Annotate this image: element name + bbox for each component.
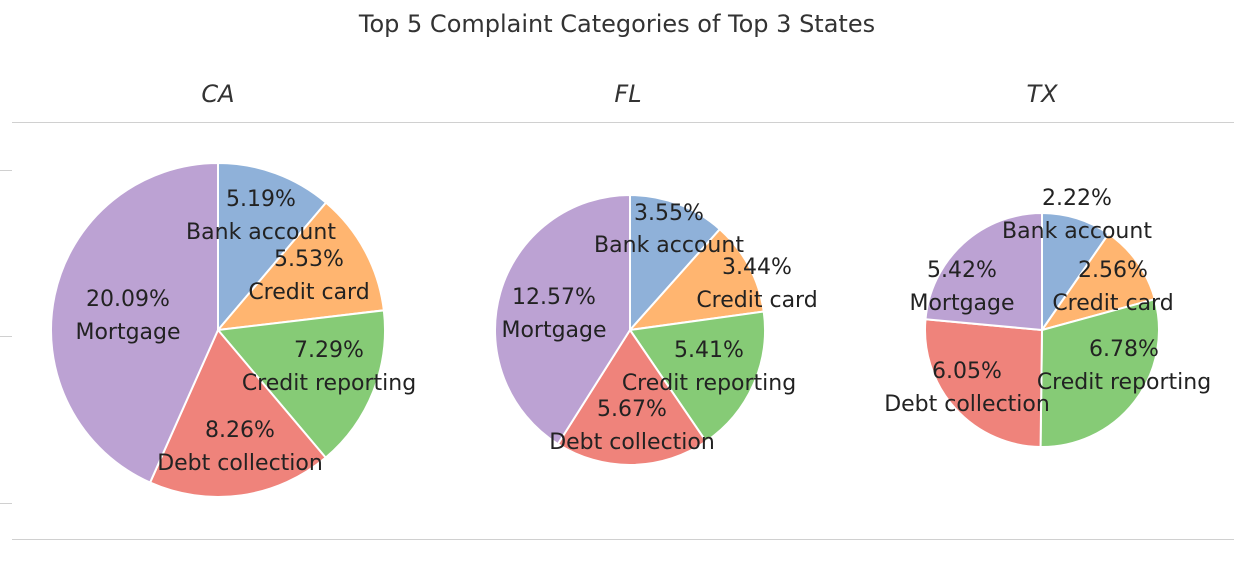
- slice-category-label-tx-debt-collection: Debt collection: [884, 392, 1050, 417]
- slice-value-label-fl-credit-card: 3.44%: [722, 255, 792, 280]
- pie-slice-ca-credit-reporting[interactable]: [216, 309, 386, 460]
- slice-value-label-tx-bank-account: 2.22%: [1042, 186, 1112, 211]
- slice-value-label-ca-mortgage: 20.09%: [86, 287, 170, 312]
- slice-category-label-fl-credit-reporting: Credit reporting: [622, 371, 796, 396]
- panel-header-fl: FL: [614, 80, 642, 108]
- axis-tick: [0, 336, 12, 337]
- slice-category-label-fl-bank-account: Bank account: [594, 233, 744, 258]
- slice-value-label-fl-credit-reporting: 5.41%: [674, 338, 744, 363]
- slice-category-label-fl-mortgage: Mortgage: [501, 318, 606, 343]
- slice-value-label-fl-debt-collection: 5.67%: [597, 397, 667, 422]
- slice-category-label-tx-credit-reporting: Credit reporting: [1037, 370, 1211, 395]
- panel-header-ca: CA: [201, 80, 235, 108]
- pie-slice-tx-mortgage[interactable]: [924, 211, 1043, 332]
- slice-value-label-fl-mortgage: 12.57%: [512, 285, 596, 310]
- pie-slice-ca-debt-collection[interactable]: [148, 328, 328, 498]
- pie-slice-fl-mortgage[interactable]: [493, 193, 631, 446]
- slice-value-label-tx-credit-card: 2.56%: [1078, 258, 1148, 283]
- slice-category-label-ca-credit-reporting: Credit reporting: [242, 371, 416, 396]
- slice-value-label-tx-credit-reporting: 6.78%: [1089, 337, 1159, 362]
- axis-tick: [0, 170, 12, 171]
- pie-slice-ca-bank-account[interactable]: [217, 161, 328, 333]
- slice-value-label-ca-credit-card: 5.53%: [274, 247, 344, 272]
- slice-value-label-tx-debt-collection: 6.05%: [932, 359, 1002, 384]
- slice-value-label-ca-credit-reporting: 7.29%: [294, 338, 364, 363]
- slice-category-label-fl-debt-collection: Debt collection: [549, 430, 715, 455]
- slice-value-label-tx-mortgage: 5.42%: [927, 258, 997, 283]
- pie-slice-fl-debt-collection[interactable]: [556, 328, 708, 466]
- slice-category-label-tx-bank-account: Bank account: [1002, 219, 1152, 244]
- slice-category-label-ca-debt-collection: Debt collection: [157, 451, 323, 476]
- slice-category-label-ca-credit-card: Credit card: [248, 280, 369, 305]
- pie-slice-ca-mortgage[interactable]: [50, 161, 219, 484]
- pie-slice-tx-credit-reporting[interactable]: [1039, 297, 1160, 448]
- bottom-divider: [12, 539, 1234, 540]
- pie-slice-fl-credit-reporting[interactable]: [628, 310, 767, 443]
- slice-value-label-ca-debt-collection: 8.26%: [205, 418, 275, 443]
- slice-category-label-ca-mortgage: Mortgage: [75, 320, 180, 345]
- panel-header-tx: TX: [1026, 80, 1058, 108]
- slice-value-label-ca-bank-account: 5.19%: [226, 187, 296, 212]
- header-divider: [12, 122, 1234, 123]
- pie-tx: 2.22% Bank account 2.56% Credit card 6.78% Cr…: [884, 186, 1211, 449]
- chart-title: Top 5 Complaint Categories of Top 3 Stat…: [358, 10, 876, 38]
- pie-slice-tx-debt-collection[interactable]: [924, 318, 1044, 449]
- axis-tick: [0, 503, 12, 504]
- slice-category-label-tx-credit-card: Credit card: [1052, 291, 1173, 316]
- slice-category-label-fl-credit-card: Credit card: [696, 288, 817, 313]
- slice-category-label-tx-mortgage: Mortgage: [909, 291, 1014, 316]
- pie-slice-ca-credit-card[interactable]: [215, 201, 385, 332]
- pie-slice-fl-bank-account[interactable]: [629, 193, 722, 333]
- pie-slice-fl-credit-card[interactable]: [627, 227, 765, 332]
- slice-category-label-ca-bank-account: Bank account: [186, 220, 336, 245]
- slice-value-label-fl-bank-account: 3.55%: [634, 201, 704, 226]
